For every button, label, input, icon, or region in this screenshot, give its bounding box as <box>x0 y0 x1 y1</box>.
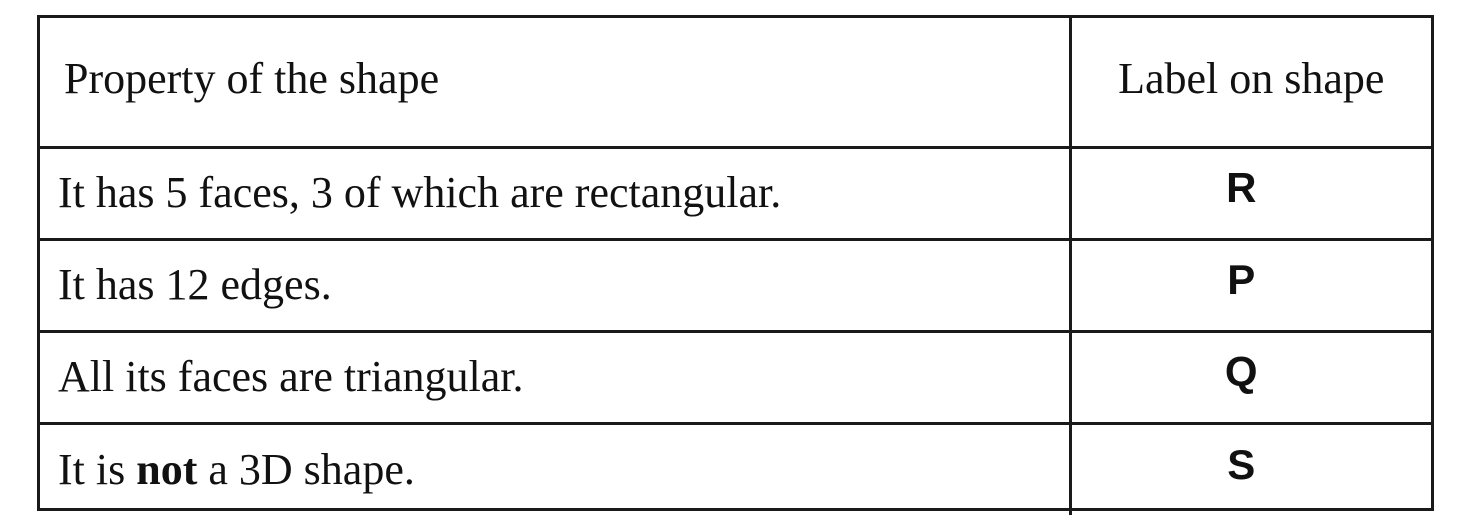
label-cell: P <box>1068 237 1431 333</box>
header-label-text: Label on shape <box>1118 53 1385 103</box>
shape-label: P <box>1227 256 1256 303</box>
property-text-part: It has 5 faces, 3 of which are rectangul… <box>58 168 782 217</box>
property-text: All its faces are triangular. <box>40 355 1069 399</box>
table-row: It is not a 3D shape. S <box>40 421 1431 515</box>
property-cell: It is not a 3D shape. <box>40 421 1072 515</box>
property-cell: All its faces are triangular. <box>40 329 1072 425</box>
header-property-text: Property of the shape <box>64 53 440 103</box>
table-row: It has 5 faces, 3 of which are rectangul… <box>40 145 1431 241</box>
table-row: All its faces are triangular. Q <box>40 329 1431 425</box>
shape-label: Q <box>1224 348 1258 395</box>
shape-label: R <box>1226 164 1257 211</box>
table-header-row: Property of the shape Label on shape <box>40 18 1431 149</box>
header-cell-property: Property of the shape <box>40 18 1072 149</box>
shape-label: S <box>1227 440 1256 488</box>
property-cell: It has 12 edges. <box>40 237 1072 333</box>
label-cell: R <box>1068 145 1431 241</box>
label-cell: Q <box>1068 329 1431 425</box>
label-cell: S <box>1068 421 1431 515</box>
property-text-part: a 3D shape. <box>197 444 415 494</box>
property-text-bold: not <box>136 444 198 494</box>
property-text: It has 5 faces, 3 of which are rectangul… <box>40 171 1069 215</box>
property-label-table: Property of the shape Label on shape It … <box>40 18 1431 515</box>
property-text-part: It is <box>58 444 137 494</box>
property-text: It has 12 edges. <box>40 263 1069 307</box>
property-text-part: It has 12 edges. <box>58 260 332 309</box>
property-cell: It has 5 faces, 3 of which are rectangul… <box>40 145 1072 241</box>
property-text-part: All its faces are triangular. <box>58 352 524 401</box>
property-table: Property of the shape Label on shape It … <box>37 15 1434 515</box>
table-row: It has 12 edges. P <box>40 237 1431 333</box>
header-cell-label: Label on shape <box>1068 18 1431 149</box>
property-text: It is not a 3D shape. <box>40 444 1069 494</box>
